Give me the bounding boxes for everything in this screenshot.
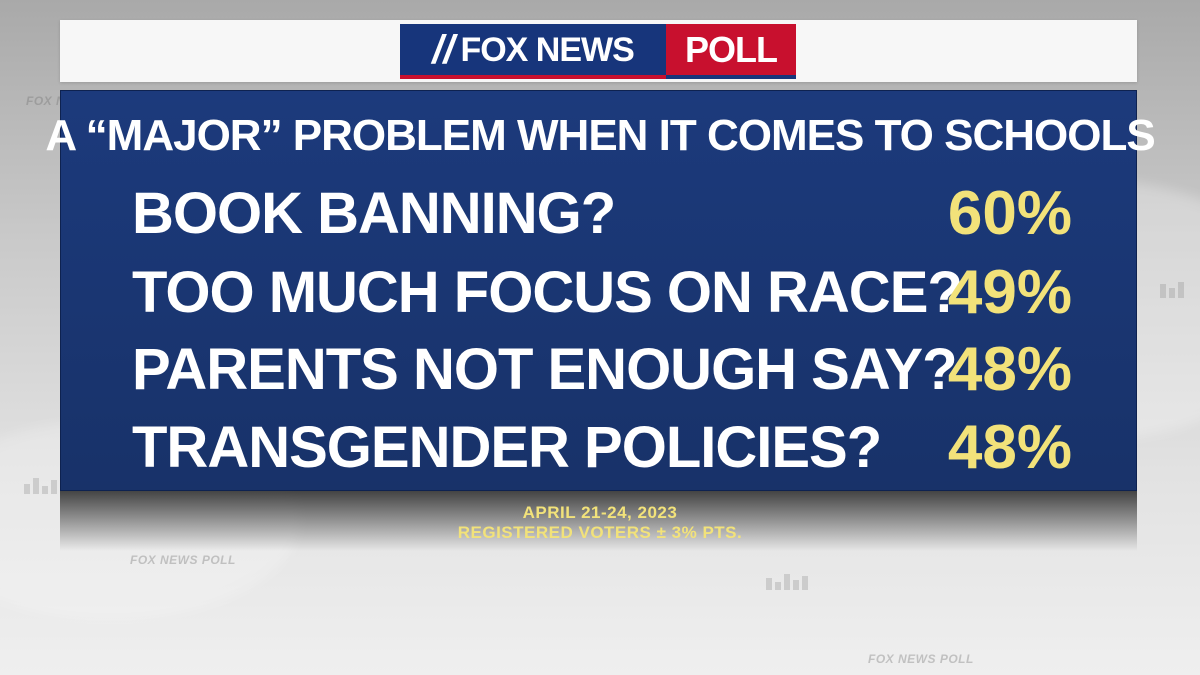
poll-item-value: 60% (947, 179, 1072, 248)
poll-item-value: 48% (947, 413, 1072, 482)
logo-poll-text: POLL (685, 28, 778, 70)
logo-brand-text: FOX NEWS (460, 30, 634, 69)
poll-result-row: TOO MUCH FOCUS ON RACE? 49% (132, 261, 1072, 325)
poll-results-panel (60, 90, 1137, 491)
poll-logo-block: POLL (666, 24, 796, 79)
footer-shadow-band (60, 491, 1137, 551)
fox-news-logo-block: // FOX NEWS (400, 24, 666, 79)
poll-result-row: PARENTS NOT ENOUGH SAY? 48% (132, 338, 1072, 402)
background-watermark: FOX NEWS POLL (130, 553, 236, 567)
poll-item-label: TOO MUCH FOCUS ON RACE? (132, 260, 963, 325)
fox-news-poll-logo: // FOX NEWS POLL (400, 24, 796, 79)
poll-sample-info: REGISTERED VOTERS ± 3% PTS. (457, 523, 743, 542)
poll-question-title: A “MAJOR” PROBLEM WHEN IT COMES TO SCHOO… (45, 111, 1155, 160)
poll-result-row: BOOK BANNING? 60% (132, 182, 1072, 246)
fox-slash-icon: // (432, 27, 455, 72)
background-watermark: FOX NEWS POLL (868, 652, 974, 666)
poll-result-row: TRANSGENDER POLICIES? 48% (132, 416, 1072, 480)
poll-dates: APRIL 21-24, 2023 (522, 503, 678, 522)
poll-item-value: 49% (947, 258, 1072, 327)
background-bar-graphic (1160, 282, 1184, 298)
background-bar-graphic (24, 478, 57, 494)
background-bar-graphic (766, 574, 808, 590)
poll-item-label: BOOK BANNING? (132, 181, 616, 246)
poll-item-value: 48% (947, 335, 1072, 404)
poll-item-label: PARENTS NOT ENOUGH SAY? (132, 337, 958, 402)
poll-item-label: TRANSGENDER POLICIES? (132, 415, 882, 480)
